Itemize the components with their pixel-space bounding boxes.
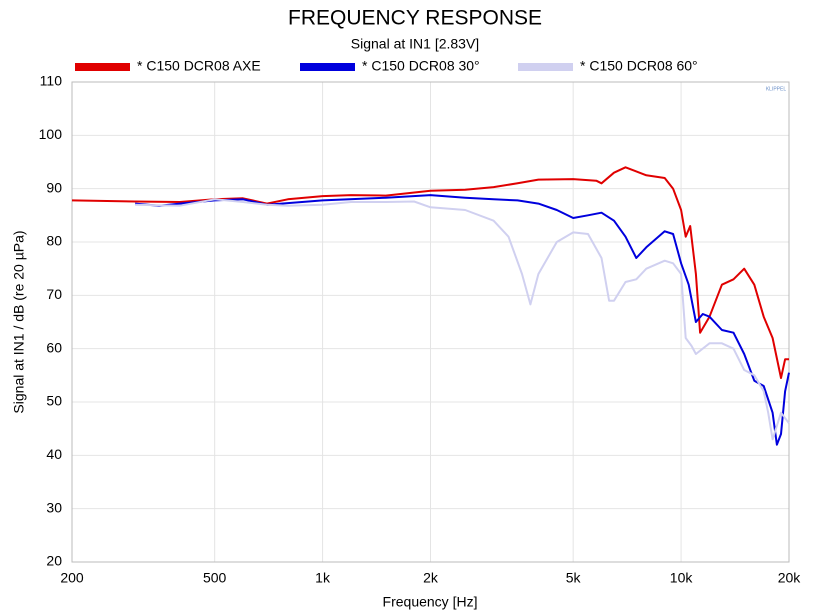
- chart-title: FREQUENCY RESPONSE: [288, 7, 542, 30]
- y-tick-label: 30: [46, 499, 62, 515]
- y-tick-label: 50: [46, 393, 62, 409]
- y-tick-label: 90: [46, 179, 62, 195]
- legend-swatch: [518, 63, 573, 71]
- y-axis-label: Signal at IN1 / dB (re 20 µPa): [11, 230, 27, 413]
- legend-label: * C150 DCR08 30°: [362, 58, 480, 74]
- y-tick-label: 70: [46, 286, 62, 302]
- x-tick-label: 5k: [566, 570, 582, 586]
- x-tick-label: 200: [60, 570, 84, 586]
- chart-subtitle: Signal at IN1 [2.83V]: [351, 36, 479, 52]
- legend-swatch: [75, 63, 130, 71]
- series-line: [135, 194, 790, 446]
- legend-label: * C150 DCR08 AXE: [137, 58, 261, 74]
- series-line: [135, 198, 790, 441]
- y-tick-label: 110: [40, 73, 63, 89]
- x-tick-label: 10k: [670, 570, 694, 586]
- legend-swatch: [300, 63, 355, 71]
- plot-frame: [71, 81, 790, 563]
- x-tick-label: 1k: [315, 570, 331, 586]
- y-tick-label: 60: [46, 339, 62, 355]
- y-tick-label: 20: [46, 553, 62, 569]
- x-tick-label: 2k: [423, 570, 439, 586]
- x-tick-label: 500: [203, 570, 227, 586]
- x-axis-label: Frequency [Hz]: [383, 594, 478, 610]
- y-tick-label: 40: [46, 446, 62, 462]
- y-tick-label: 100: [39, 126, 63, 142]
- y-tick-label: 80: [46, 233, 62, 249]
- x-tick-label: 20k: [778, 570, 802, 586]
- legend-label: * C150 DCR08 60°: [580, 58, 698, 74]
- logo: KLIPPEL: [766, 86, 787, 92]
- series-line: [71, 166, 789, 379]
